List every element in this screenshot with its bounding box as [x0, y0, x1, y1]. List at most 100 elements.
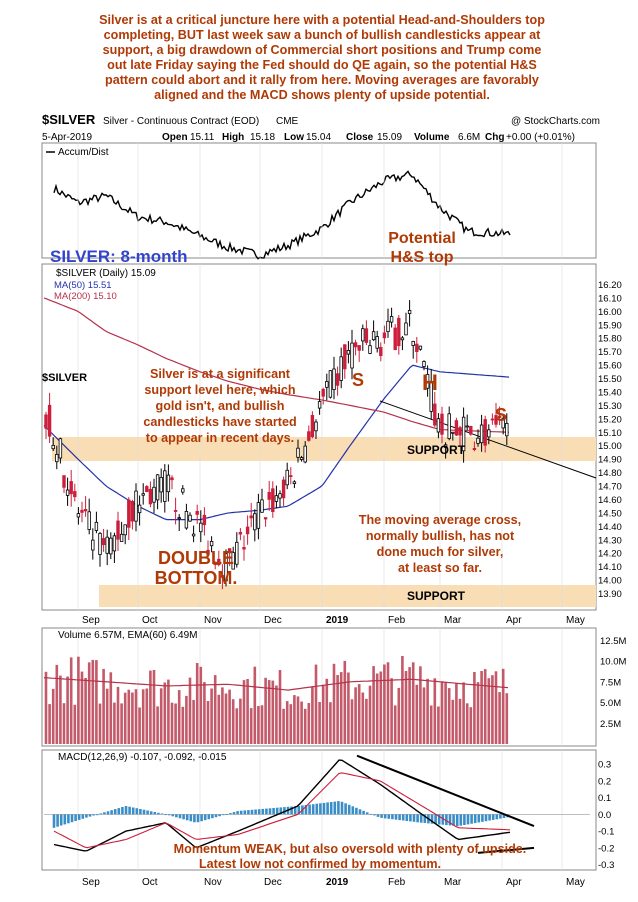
volume-bar [494, 671, 498, 744]
macd-histogram-bar [283, 807, 286, 815]
volume-bar [51, 688, 55, 744]
volume-tick-label: 10.0M [600, 657, 626, 668]
volume-bar [163, 682, 167, 744]
volume-bar [210, 688, 213, 744]
candle-body [51, 444, 55, 450]
volume-bar [257, 706, 260, 744]
volume-bar [116, 686, 120, 744]
candle [238, 528, 243, 541]
volume-bar [231, 699, 235, 744]
volume-bar [368, 685, 372, 744]
candle-body [44, 414, 48, 429]
volume-bar [181, 706, 185, 744]
candle-body [278, 493, 282, 499]
volume-bar [242, 680, 246, 744]
candle [159, 468, 163, 503]
candle-body [238, 532, 243, 535]
macd-histogram-bar [412, 814, 416, 822]
volume-bar [505, 693, 509, 744]
month-label: Feb [388, 877, 406, 888]
candle [80, 501, 84, 523]
candle-body [310, 414, 315, 438]
price-tick-label: 14.90 [598, 455, 622, 466]
volume-bar [84, 678, 87, 744]
candle-body [271, 488, 275, 512]
volume-bar [483, 669, 487, 744]
candle [458, 425, 462, 447]
macd-histogram-bar [185, 814, 189, 821]
candle [224, 549, 228, 587]
macd-tick-label: 0.3 [598, 760, 611, 771]
volume-bar [311, 686, 314, 744]
volume-bar [365, 698, 368, 744]
price-tick-label: 13.90 [598, 589, 622, 600]
candle [436, 413, 441, 439]
volume-bar [131, 692, 134, 744]
candle-body [292, 481, 297, 484]
volume-bar [397, 687, 401, 744]
volume-bar [336, 675, 339, 744]
volume-bar [69, 657, 73, 744]
volume-bar [77, 656, 80, 744]
candle-body [181, 488, 185, 493]
ma-note-line: at least so far. [398, 561, 482, 575]
candle [91, 528, 95, 560]
volume-bar [300, 701, 303, 744]
macd-histogram-bar [236, 811, 239, 815]
candle [415, 337, 419, 363]
volume-bar [429, 705, 433, 744]
volume-bar [498, 692, 501, 744]
macd-histogram-bar [319, 803, 322, 815]
volume-bar [487, 678, 491, 744]
volume-bar [264, 677, 267, 744]
candle-body [213, 562, 217, 565]
macd-histogram-bar [416, 814, 419, 823]
macd-histogram-bar [405, 814, 409, 821]
volume-bar [206, 701, 210, 744]
macd-histogram-bar [178, 814, 182, 819]
support-note: Silver is at a significant support level… [143, 367, 296, 445]
macd-histogram-bar [459, 814, 463, 826]
candle [105, 529, 109, 566]
accum-dist-panel [41, 142, 597, 259]
candle-body [404, 322, 408, 336]
candle [296, 439, 300, 463]
volume-bar [98, 703, 102, 744]
candle [346, 341, 351, 364]
volume-bar [354, 687, 357, 744]
volume-bar [379, 671, 383, 744]
candle [112, 532, 117, 563]
candlesticks [44, 300, 509, 590]
pattern-title-line: H&S top [390, 249, 453, 266]
candle-body [224, 553, 228, 582]
candle-body [166, 474, 171, 493]
volume-bar [419, 666, 422, 744]
volume-bar [303, 708, 307, 744]
candle [479, 414, 484, 452]
macd-histogram-bar [74, 814, 77, 821]
volume-bar [73, 704, 77, 744]
candle [170, 475, 174, 490]
candle [389, 307, 394, 328]
volume-bar [440, 681, 444, 744]
volume-bar [260, 705, 264, 744]
macd-histogram-bar [304, 805, 308, 815]
volume-bar [185, 695, 188, 744]
candle-body [209, 541, 214, 547]
high-value: 15.18 [250, 132, 275, 143]
macd-histogram-bar [85, 814, 88, 818]
volume-bar [249, 708, 253, 744]
price-side-label: $SILVER [42, 372, 87, 384]
candle [375, 330, 379, 353]
macd-histogram-bar [218, 814, 221, 817]
candle [371, 320, 376, 341]
ma-note-line: normally bullish, has not [366, 529, 515, 543]
candle-body [346, 349, 351, 355]
macd-histogram-bar [229, 813, 232, 815]
price-tick-label: 15.70 [598, 347, 622, 358]
ma-note-line: The moving average cross, [359, 513, 521, 527]
candle [249, 502, 253, 528]
candle-body [217, 558, 221, 566]
volume-bar [66, 676, 69, 744]
candle-body [465, 425, 469, 428]
